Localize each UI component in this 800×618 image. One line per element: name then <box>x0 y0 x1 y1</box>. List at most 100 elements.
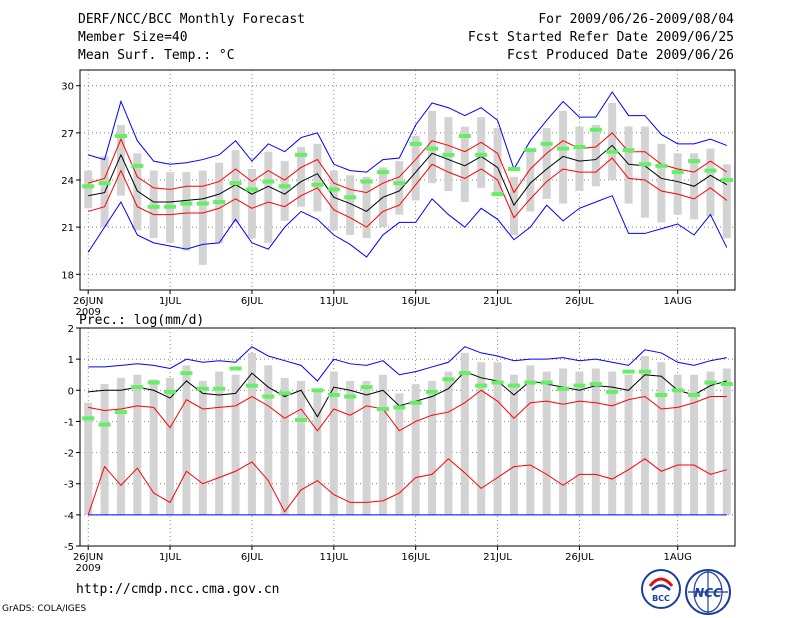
observed-marker <box>164 204 177 209</box>
y-tick-label: 27 <box>61 129 74 140</box>
member-range-bar <box>362 380 371 515</box>
grads-credit: GrADS: COLA/IGES <box>2 604 87 614</box>
member-range-bar <box>411 136 420 201</box>
observed-marker <box>82 184 95 189</box>
observed-marker <box>671 170 684 175</box>
observed-marker <box>426 146 439 151</box>
member-range-bar <box>133 153 142 231</box>
observed-marker <box>540 141 553 146</box>
series-line-lower <box>87 458 727 516</box>
y-tick-label: 30 <box>61 82 74 93</box>
member-range-bar <box>182 365 191 515</box>
observed-marker <box>245 383 258 388</box>
x-tick-label: 1JUL <box>159 552 182 563</box>
member-range-bar <box>722 368 731 515</box>
observed-marker <box>589 127 602 132</box>
observed-marker <box>262 394 275 399</box>
member-range-bar <box>346 175 355 235</box>
x-tick-label: 11JUL <box>320 296 349 307</box>
observed-marker <box>98 422 111 427</box>
y-tick-label: 21 <box>61 223 74 234</box>
chart-title: DERF/NCC/BCC Monthly Forecast <box>78 12 305 27</box>
x-year-label: 2009 <box>75 307 100 318</box>
y-tick-label: -2 <box>64 449 74 460</box>
observed-marker <box>376 170 389 175</box>
member-range-bar <box>706 371 715 515</box>
observed-marker <box>344 195 357 200</box>
series-line-mean <box>88 144 728 213</box>
observed-marker <box>360 385 373 390</box>
observed-marker <box>704 380 717 385</box>
precip-title: Prec.: log(mm/d) <box>79 313 204 328</box>
x-tick-label: 16JUL <box>401 296 430 307</box>
observed-marker <box>573 145 586 149</box>
observed-marker <box>262 179 275 184</box>
observed-marker <box>327 392 340 397</box>
observed-marker <box>196 201 209 206</box>
observed-marker <box>655 163 668 168</box>
member-range-bar <box>116 125 125 196</box>
observed-marker <box>213 200 226 204</box>
x-tick-label: 26JUN <box>73 296 103 307</box>
observed-marker <box>327 187 340 192</box>
member-range-bar <box>247 352 256 515</box>
observed-marker <box>229 366 242 371</box>
member-range-bar <box>362 176 371 239</box>
y-tick-label: 1 <box>68 355 74 366</box>
member-range-bar <box>673 374 682 515</box>
member-range-bar <box>640 126 649 218</box>
member-range-bar <box>231 150 240 223</box>
x-tick-label: 26JUN <box>73 552 103 563</box>
member-range-bar <box>297 147 306 207</box>
member-range-bar <box>116 377 125 515</box>
precipitation-chart: -5 -4 -3 -2 -1 0 1 2 26JUN 1JUL 6JUL 11JUL 16JUL 21JU… <box>64 324 736 574</box>
member-range-bar <box>526 365 535 515</box>
observed-marker <box>393 405 406 410</box>
member-range-bar <box>608 103 617 180</box>
member-range-bar <box>640 356 649 515</box>
forecast-produced-date: Fcst Produced Date 2009/06/26 <box>507 48 734 63</box>
observed-marker <box>393 181 406 186</box>
member-range-bar <box>542 128 551 199</box>
x-tick-label: 21JUL <box>483 296 512 307</box>
member-range-bar <box>477 117 486 188</box>
member-range-bar <box>133 374 142 515</box>
member-range-bar <box>542 371 551 515</box>
observed-marker <box>82 416 95 421</box>
ncc-logo: NCC <box>685 569 731 615</box>
x-tick-label: 26JUL <box>565 552 594 563</box>
observed-marker <box>589 382 602 387</box>
observed-marker <box>213 386 226 391</box>
observed-marker <box>688 392 701 397</box>
observed-marker <box>229 181 242 186</box>
observed-marker <box>622 148 635 153</box>
x-tick-label: 1JUL <box>159 296 182 307</box>
series-line-mean <box>88 371 727 418</box>
source-url[interactable]: http://cmdp.ncc.cma.gov.cn <box>76 582 280 597</box>
observed-marker <box>638 162 651 167</box>
member-range-bar <box>166 377 175 515</box>
observed-marker <box>278 184 291 189</box>
member-range-bar <box>329 170 338 231</box>
member-range-bar <box>100 384 109 515</box>
observed-marker <box>720 382 733 387</box>
x-year-label: 2009 <box>75 563 100 574</box>
member-range-bar <box>657 143 666 223</box>
observed-marker <box>278 391 291 396</box>
observed-marker <box>573 383 586 388</box>
x-tick-label: 6JUL <box>241 296 264 307</box>
observed-marker <box>131 163 144 168</box>
series-line-min <box>87 195 728 258</box>
member-range-bar <box>493 128 502 196</box>
observed-marker <box>671 388 684 393</box>
observed-marker <box>655 392 668 397</box>
observed-marker <box>540 380 553 385</box>
observed-marker <box>622 369 635 374</box>
observed-marker <box>360 179 373 184</box>
observed-marker <box>606 389 619 394</box>
member-range-bar <box>215 371 224 515</box>
x-tick-label: 26JUL <box>565 296 594 307</box>
member-range-bar <box>444 371 453 515</box>
series-line-lower <box>88 157 728 228</box>
series-line-max <box>88 91 727 173</box>
